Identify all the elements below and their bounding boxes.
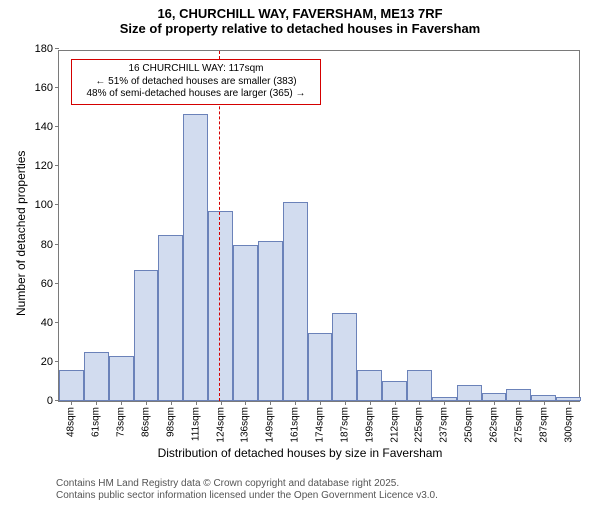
x-tick-mark: [146, 401, 147, 405]
y-tick-mark: [55, 361, 59, 362]
x-tick-label: 250sqm: [464, 407, 475, 443]
x-tick-mark: [395, 401, 396, 405]
histogram-bar: [258, 241, 283, 401]
histogram-bar: [84, 352, 109, 401]
histogram-bar: [283, 202, 308, 401]
histogram-bar: [59, 370, 84, 401]
x-tick-label: 124sqm: [215, 407, 226, 443]
x-tick-mark: [444, 401, 445, 405]
x-tick-label: 187sqm: [339, 407, 350, 443]
x-tick-mark: [171, 401, 172, 405]
annotation-box: 16 CHURCHILL WAY: 117sqm← 51% of detache…: [71, 59, 321, 105]
x-tick-label: 161sqm: [290, 407, 301, 443]
x-tick-mark: [295, 401, 296, 405]
y-tick-label: 120: [35, 160, 59, 172]
x-tick-mark: [245, 401, 246, 405]
histogram-bar: [183, 114, 208, 401]
histogram-bar: [382, 381, 407, 401]
y-tick-label: 140: [35, 121, 59, 133]
x-tick-mark: [419, 401, 420, 405]
x-tick-label: 275sqm: [513, 407, 524, 443]
footer-line-2: Contains public sector information licen…: [56, 490, 438, 502]
y-axis-label: Number of detached properties: [14, 151, 28, 316]
x-tick-mark: [370, 401, 371, 405]
histogram-bar: [457, 385, 482, 401]
x-tick-label: 149sqm: [265, 407, 276, 443]
x-tick-label: 174sqm: [315, 407, 326, 443]
chart-title-main: 16, CHURCHILL WAY, FAVERSHAM, ME13 7RF: [0, 6, 600, 21]
histogram-bar: [407, 370, 432, 401]
histogram-bar: [357, 370, 382, 401]
y-tick-label: 40: [41, 317, 59, 329]
y-tick-mark: [55, 283, 59, 284]
x-tick-label: 61sqm: [91, 407, 102, 437]
y-tick-mark: [55, 204, 59, 205]
histogram-bar: [482, 393, 507, 401]
x-tick-label: 86sqm: [141, 407, 152, 437]
footer-line-1: Contains HM Land Registry data © Crown c…: [56, 478, 438, 490]
histogram-bar: [109, 356, 134, 401]
annotation-line: ← 51% of detached houses are smaller (38…: [78, 76, 314, 89]
x-tick-label: 73sqm: [116, 407, 127, 437]
x-tick-mark: [345, 401, 346, 405]
y-tick-mark: [55, 165, 59, 166]
x-tick-mark: [569, 401, 570, 405]
histogram-bar: [134, 270, 159, 401]
y-tick-mark: [55, 48, 59, 49]
histogram-bar: [332, 313, 357, 401]
x-tick-mark: [544, 401, 545, 405]
x-tick-label: 300sqm: [563, 407, 574, 443]
x-tick-mark: [270, 401, 271, 405]
chart-title-sub: Size of property relative to detached ho…: [0, 21, 600, 36]
y-tick-label: 60: [41, 278, 59, 290]
y-tick-mark: [55, 322, 59, 323]
y-tick-label: 20: [41, 356, 59, 368]
histogram-bar: [308, 333, 333, 401]
x-tick-label: 287sqm: [538, 407, 549, 443]
x-tick-mark: [71, 401, 72, 405]
x-axis-label: Distribution of detached houses by size …: [0, 446, 600, 460]
x-tick-label: 136sqm: [240, 407, 251, 443]
x-tick-label: 225sqm: [414, 407, 425, 443]
x-tick-mark: [196, 401, 197, 405]
x-tick-mark: [320, 401, 321, 405]
y-tick-label: 180: [35, 43, 59, 55]
annotation-line: 16 CHURCHILL WAY: 117sqm: [78, 63, 314, 76]
y-tick-label: 160: [35, 82, 59, 94]
x-tick-label: 237sqm: [439, 407, 450, 443]
histogram-bar: [158, 235, 183, 401]
x-tick-mark: [121, 401, 122, 405]
x-tick-mark: [519, 401, 520, 405]
y-tick-mark: [55, 87, 59, 88]
histogram-bar: [233, 245, 258, 401]
histogram-bar: [506, 389, 531, 401]
y-tick-label: 100: [35, 199, 59, 211]
x-tick-label: 48sqm: [66, 407, 77, 437]
x-tick-label: 212sqm: [389, 407, 400, 443]
x-tick-label: 98sqm: [165, 407, 176, 437]
y-tick-mark: [55, 126, 59, 127]
y-tick-label: 80: [41, 239, 59, 251]
x-tick-label: 262sqm: [489, 407, 500, 443]
y-tick-label: 0: [47, 395, 59, 407]
x-tick-label: 111sqm: [190, 407, 201, 441]
x-tick-mark: [96, 401, 97, 405]
chart-footer: Contains HM Land Registry data © Crown c…: [56, 478, 438, 502]
x-tick-mark: [221, 401, 222, 405]
x-tick-mark: [494, 401, 495, 405]
annotation-line: 48% of semi-detached houses are larger (…: [78, 88, 314, 101]
x-tick-mark: [469, 401, 470, 405]
chart-plot-area: 02040608010012014016018048sqm61sqm73sqm8…: [58, 50, 580, 402]
histogram-bar: [208, 211, 233, 401]
x-tick-label: 199sqm: [364, 407, 375, 443]
y-tick-mark: [55, 244, 59, 245]
